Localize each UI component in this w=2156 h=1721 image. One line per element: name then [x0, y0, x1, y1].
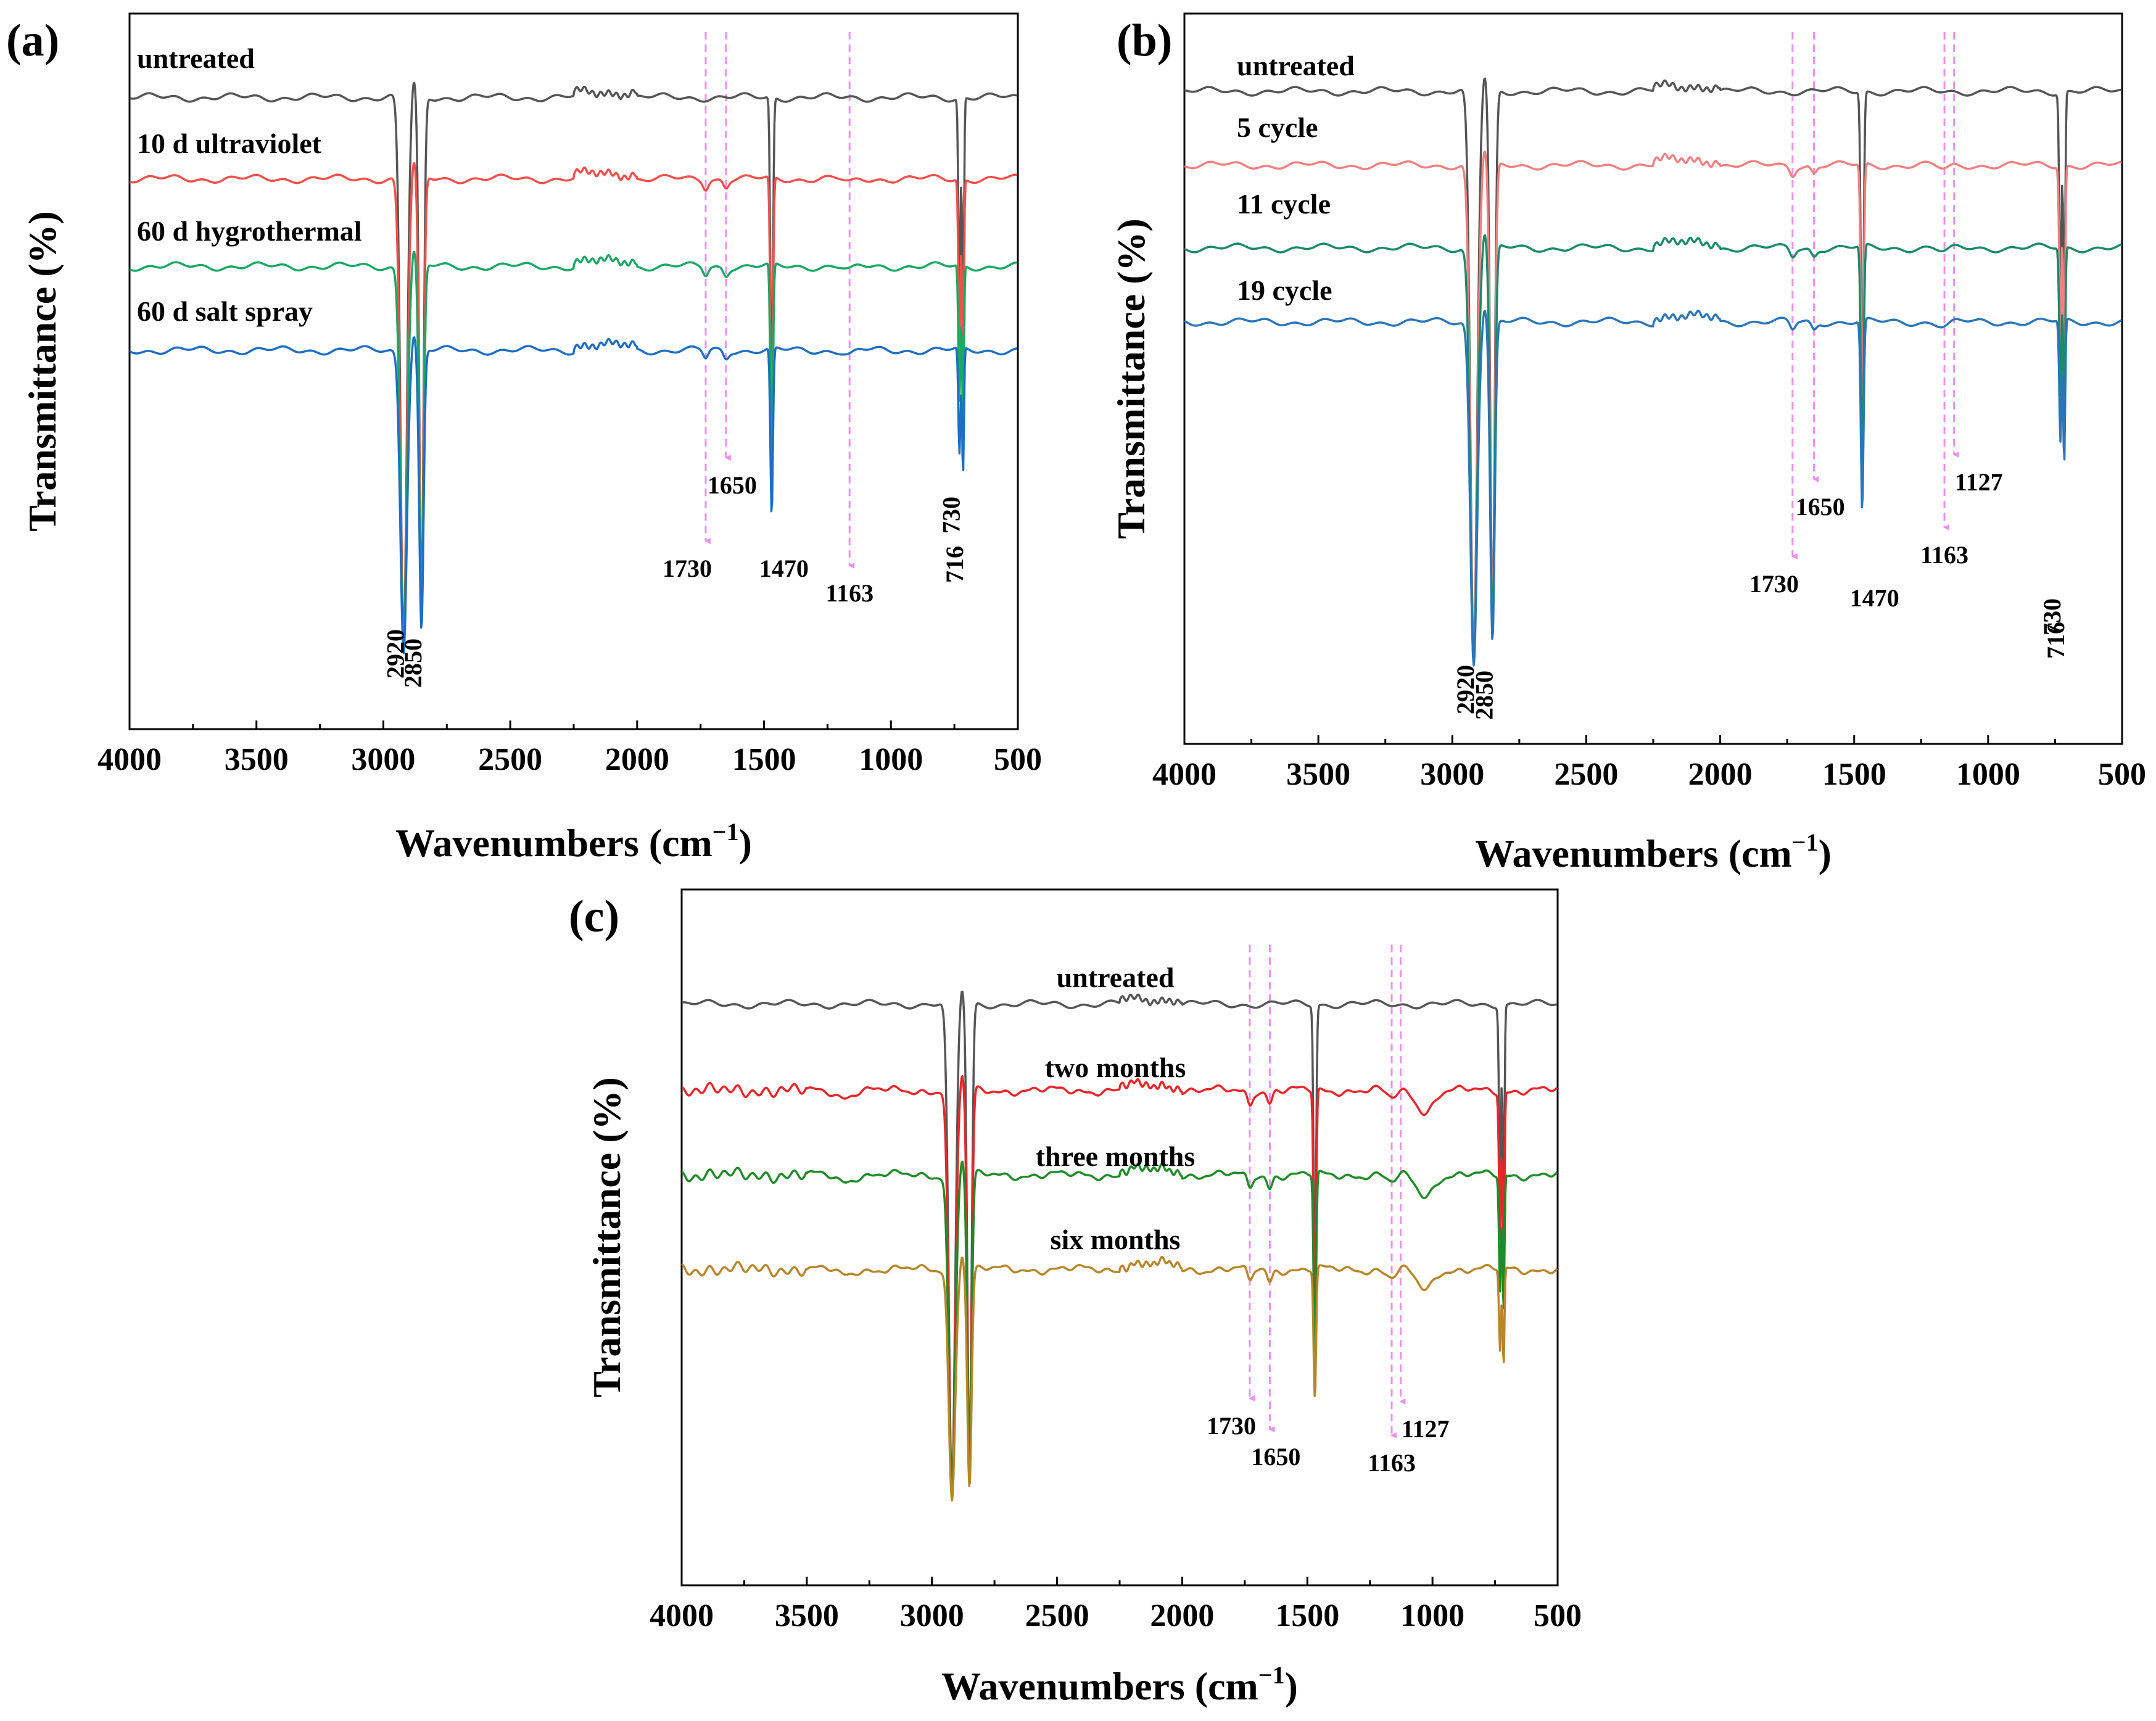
annotation-label: 1127: [1955, 468, 2003, 496]
x-tick-label: 1500: [1822, 757, 1886, 792]
series-line-3: [129, 336, 1018, 654]
series-label: 19 cycle: [1237, 274, 1332, 306]
x-tick-label: 500: [994, 742, 1042, 777]
series-line-2: [129, 250, 1018, 651]
annotation-label: 1650: [1796, 493, 1845, 521]
x-tick-label: 1000: [1400, 1598, 1464, 1633]
series-label: untreated: [137, 43, 255, 74]
x-tick-label: 4000: [650, 1598, 714, 1633]
panel-label: (c): [569, 891, 619, 942]
y-axis-label: Transmittance (%): [20, 211, 64, 532]
x-axis-label-sup: −1: [712, 818, 739, 846]
x-axis-label-sup: −1: [1792, 828, 1819, 856]
x-axis-label-end: ): [1285, 1664, 1298, 1708]
x-tick-label: 3500: [225, 742, 289, 777]
y-axis-label: Transmittance (%): [1109, 218, 1153, 539]
series-line-2: [681, 1160, 1558, 1499]
x-tick-label: 2000: [1688, 757, 1753, 792]
series-label: untreated: [1237, 50, 1355, 81]
x-tick-label: 2500: [1554, 757, 1618, 792]
annotation-label: 2920: [1452, 665, 1479, 714]
series-line-1: [129, 162, 1018, 648]
plot-frame: [128, 12, 1019, 730]
series-line-3: [1184, 309, 2122, 667]
x-axis-label: Wavenumbers (cm−1): [1475, 828, 1832, 875]
x-tick-label: 2500: [478, 742, 542, 777]
series-line-3: [681, 1255, 1558, 1502]
x-axis-label: Wavenumbers (cm−1): [395, 818, 752, 865]
annotation-label: 1163: [825, 579, 874, 607]
series-label: 5 cycle: [1237, 112, 1318, 143]
annotation-label: 1650: [1251, 1443, 1300, 1471]
series-line-0: [681, 990, 1558, 1493]
annotation-label: 1730: [663, 555, 712, 582]
series-label: six months: [1051, 1224, 1181, 1255]
annotation-label: 1650: [708, 471, 757, 499]
x-tick-label: 4000: [97, 742, 162, 777]
panel-c: (c) 4000 3500 3000 2500 2000 1500 1000 500 Wavenu…: [569, 888, 1582, 1708]
x-tick-label: 1500: [732, 742, 796, 777]
series-line-0: [1184, 77, 2122, 658]
x-tick-label: 2000: [605, 742, 669, 777]
x-tick-label: 1000: [1956, 757, 2020, 792]
x-tick-label: 3000: [1420, 757, 1484, 792]
panel-label: (a): [6, 15, 59, 66]
plot-frame: [1183, 12, 2123, 745]
series-line-1: [681, 1075, 1558, 1495]
annotation-label: 1730: [1207, 1412, 1256, 1440]
x-axis-label-text: Wavenumbers (cm: [941, 1664, 1258, 1708]
x-axis-label: Wavenumbers (cm−1): [941, 1661, 1298, 1708]
x-axis-label-text: Wavenumbers (cm: [1475, 832, 1792, 875]
annotation-label: 730: [937, 497, 965, 534]
panel-b: (b) 4000 3500 3000 2500 2000 1500 1000 500 Wavenu…: [1109, 12, 2146, 875]
x-tick-label: 3000: [351, 742, 415, 777]
x-tick-label: 1000: [859, 742, 923, 777]
panel-label: (b): [1117, 15, 1172, 66]
series-label: 11 cycle: [1237, 188, 1331, 220]
annotation-label: 2920: [381, 629, 409, 679]
x-tick-label: 2500: [1025, 1598, 1089, 1633]
annotation-label: 716: [941, 546, 969, 583]
annotation-label: 1163: [1920, 541, 1968, 569]
series-label: three months: [1036, 1141, 1196, 1172]
x-axis-label-sup: −1: [1258, 1661, 1285, 1689]
x-tick-label: 1500: [1275, 1598, 1339, 1633]
series-line-2: [1184, 234, 2122, 664]
x-tick-label: 4000: [1152, 757, 1216, 792]
x-tick-label: 3500: [1286, 757, 1350, 792]
y-axis-label: Transmittance (%): [585, 1077, 629, 1398]
series-label: 10 d ultraviolet: [137, 128, 322, 159]
x-tick-label: 3000: [900, 1598, 964, 1633]
annotation-label: 1127: [1402, 1415, 1450, 1443]
annotation-label: 1470: [1850, 584, 1899, 612]
annotation-label: 2850: [399, 638, 427, 688]
series-line-0: [129, 81, 1018, 645]
annotation-label: 1163: [1368, 1449, 1416, 1477]
panel-a: (a) 4000 3500 3000 2500 2000 1500 1000 500 Wavenu…: [6, 12, 1042, 865]
x-tick-label: 500: [1534, 1598, 1582, 1633]
series-line-1: [1184, 151, 2122, 660]
x-axis-label-end: ): [739, 821, 752, 865]
series-label: 60 d salt spray: [137, 295, 313, 327]
x-axis-label-text: Wavenumbers (cm: [395, 821, 712, 865]
annotation-label: 2850: [1470, 671, 1498, 720]
x-axis-label-end: ): [1819, 832, 1832, 875]
series-label: untreated: [1057, 962, 1175, 993]
annotation-label: 716: [2042, 622, 2070, 659]
annotation-label: 1730: [1749, 570, 1799, 598]
x-tick-label: 2000: [1150, 1598, 1214, 1633]
series-label: 60 d hygrothermal: [137, 215, 362, 247]
x-tick-label: 3500: [775, 1598, 839, 1633]
annotation-label: 730: [2038, 598, 2066, 635]
annotation-label: 1470: [759, 555, 809, 582]
x-tick-label: 500: [2098, 757, 2146, 792]
series-label: two months: [1045, 1052, 1186, 1083]
